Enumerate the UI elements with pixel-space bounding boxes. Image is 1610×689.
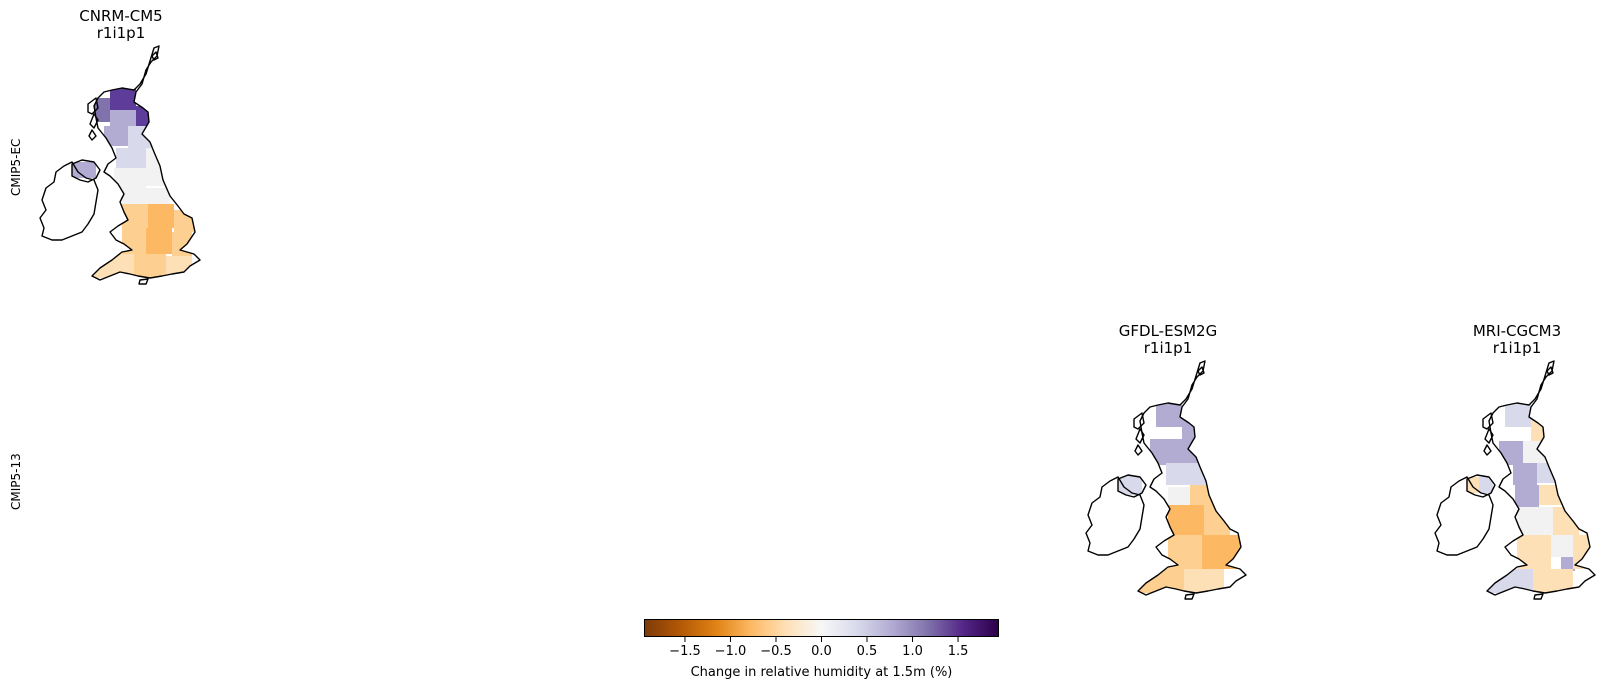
- panel-title-mri: MRI-CGCM3 r1i1p1: [1407, 323, 1610, 357]
- colorbar-tick-label: 1.5: [948, 644, 969, 659]
- grid-cell: [122, 228, 146, 254]
- great-britain-outline: [91, 45, 201, 281]
- isle-of-wight-outline: [1184, 593, 1195, 600]
- grid-cell: [1204, 505, 1230, 535]
- grid-cell: [114, 168, 146, 188]
- northern-ireland-outline: [71, 159, 101, 183]
- grid-cell: [1505, 403, 1531, 427]
- grid-cell: [1561, 557, 1575, 571]
- great-britain-outline: [1486, 360, 1596, 596]
- panel-title-gfdl: GFDL-ESM2G r1i1p1: [1058, 323, 1278, 357]
- humidity-change-cells: [1118, 403, 1240, 593]
- model-name: CNRM-CM5: [79, 7, 163, 25]
- great-britain-outline: [1137, 360, 1247, 596]
- grid-cell: [94, 98, 110, 122]
- grid-cell: [1517, 535, 1551, 569]
- colorbar-ticks: −1.5 −1.0 −0.5 0.0 0.5 1.0 1.5: [669, 637, 969, 659]
- grid-cell: [1499, 441, 1523, 465]
- colorbar-tick-label: 0.0: [811, 644, 832, 659]
- row-label-cmip5-ec: CMIP5-EC: [9, 138, 23, 196]
- grid-cell: [1515, 485, 1539, 507]
- northern-ireland-outline: [1466, 474, 1496, 498]
- colorbar: −1.5 −1.0 −0.5 0.0 0.5 1.0 1.5 Change in relat…: [644, 619, 999, 680]
- northern-ireland-outline: [1117, 474, 1147, 498]
- grid-cell: [1202, 535, 1240, 569]
- ensemble-member: r1i1p1: [96, 24, 146, 42]
- grid-cell: [146, 170, 170, 186]
- ireland-outline: [39, 161, 99, 241]
- isle-of-wight-outline: [138, 278, 149, 285]
- model-name: MRI-CGCM3: [1472, 322, 1562, 340]
- grid-cell: [1523, 441, 1545, 463]
- grid-cell: [1513, 463, 1537, 485]
- model-name: GFDL-ESM2G: [1118, 322, 1218, 340]
- grid-cell: [146, 228, 172, 254]
- grid-cell: [72, 162, 96, 178]
- row-label-cmip5-13: CMIP5-13: [9, 453, 23, 510]
- grid-cell: [1551, 535, 1573, 557]
- grid-cell: [104, 126, 128, 146]
- colorbar-tick-label: −0.5: [760, 644, 792, 659]
- hebrides-outline: [1133, 412, 1145, 456]
- colorbar-gradient: [644, 619, 999, 637]
- uk-map-cnrm-cm5: [39, 45, 201, 285]
- grid-cell: [1168, 535, 1202, 569]
- colorbar-tick-label: −1.0: [715, 644, 747, 659]
- colorbar-tick-label: 0.5: [857, 644, 878, 659]
- colorbar-tick-label: −1.5: [669, 644, 701, 659]
- orkney-outline: [1197, 366, 1205, 376]
- grid-cell: [116, 148, 146, 168]
- hebrides-outline: [1482, 412, 1494, 456]
- grid-cell: [1166, 463, 1206, 485]
- grid-cell: [1479, 477, 1493, 493]
- uk-map-mri-cgcm3: [1434, 360, 1596, 600]
- humidity-change-cells: [72, 88, 196, 280]
- colorbar-label: Change in relative humidity at 1.5m (%): [690, 665, 953, 680]
- orkney-outline: [1546, 366, 1554, 376]
- ensemble-member: r1i1p1: [1143, 339, 1193, 357]
- hebrides-outline: [87, 97, 99, 141]
- grid-cell: [1156, 403, 1182, 427]
- grid-cell: [110, 88, 136, 110]
- ireland-outline: [1085, 476, 1145, 556]
- uk-map-gfdl-esm2g: [1085, 360, 1247, 600]
- panel-title-cnrm: CNRM-CM5 r1i1p1: [11, 8, 231, 42]
- ireland-outline: [1434, 476, 1494, 556]
- orkney-outline: [151, 51, 159, 61]
- ensemble-member: r1i1p1: [1492, 339, 1542, 357]
- colorbar-tick-label: 1.0: [902, 644, 923, 659]
- grid-cell: [1517, 507, 1553, 535]
- grid-cell: [1118, 475, 1142, 495]
- grid-cell: [128, 126, 152, 148]
- humidity-change-cells: [1467, 403, 1591, 593]
- grid-cell: [1168, 487, 1190, 505]
- isle-of-wight-outline: [1533, 593, 1544, 600]
- grid-cell: [148, 204, 174, 228]
- grid-cell: [122, 188, 170, 204]
- grid-cell: [110, 110, 136, 126]
- grid-cell: [1168, 505, 1204, 535]
- grid-cell: [1150, 439, 1198, 465]
